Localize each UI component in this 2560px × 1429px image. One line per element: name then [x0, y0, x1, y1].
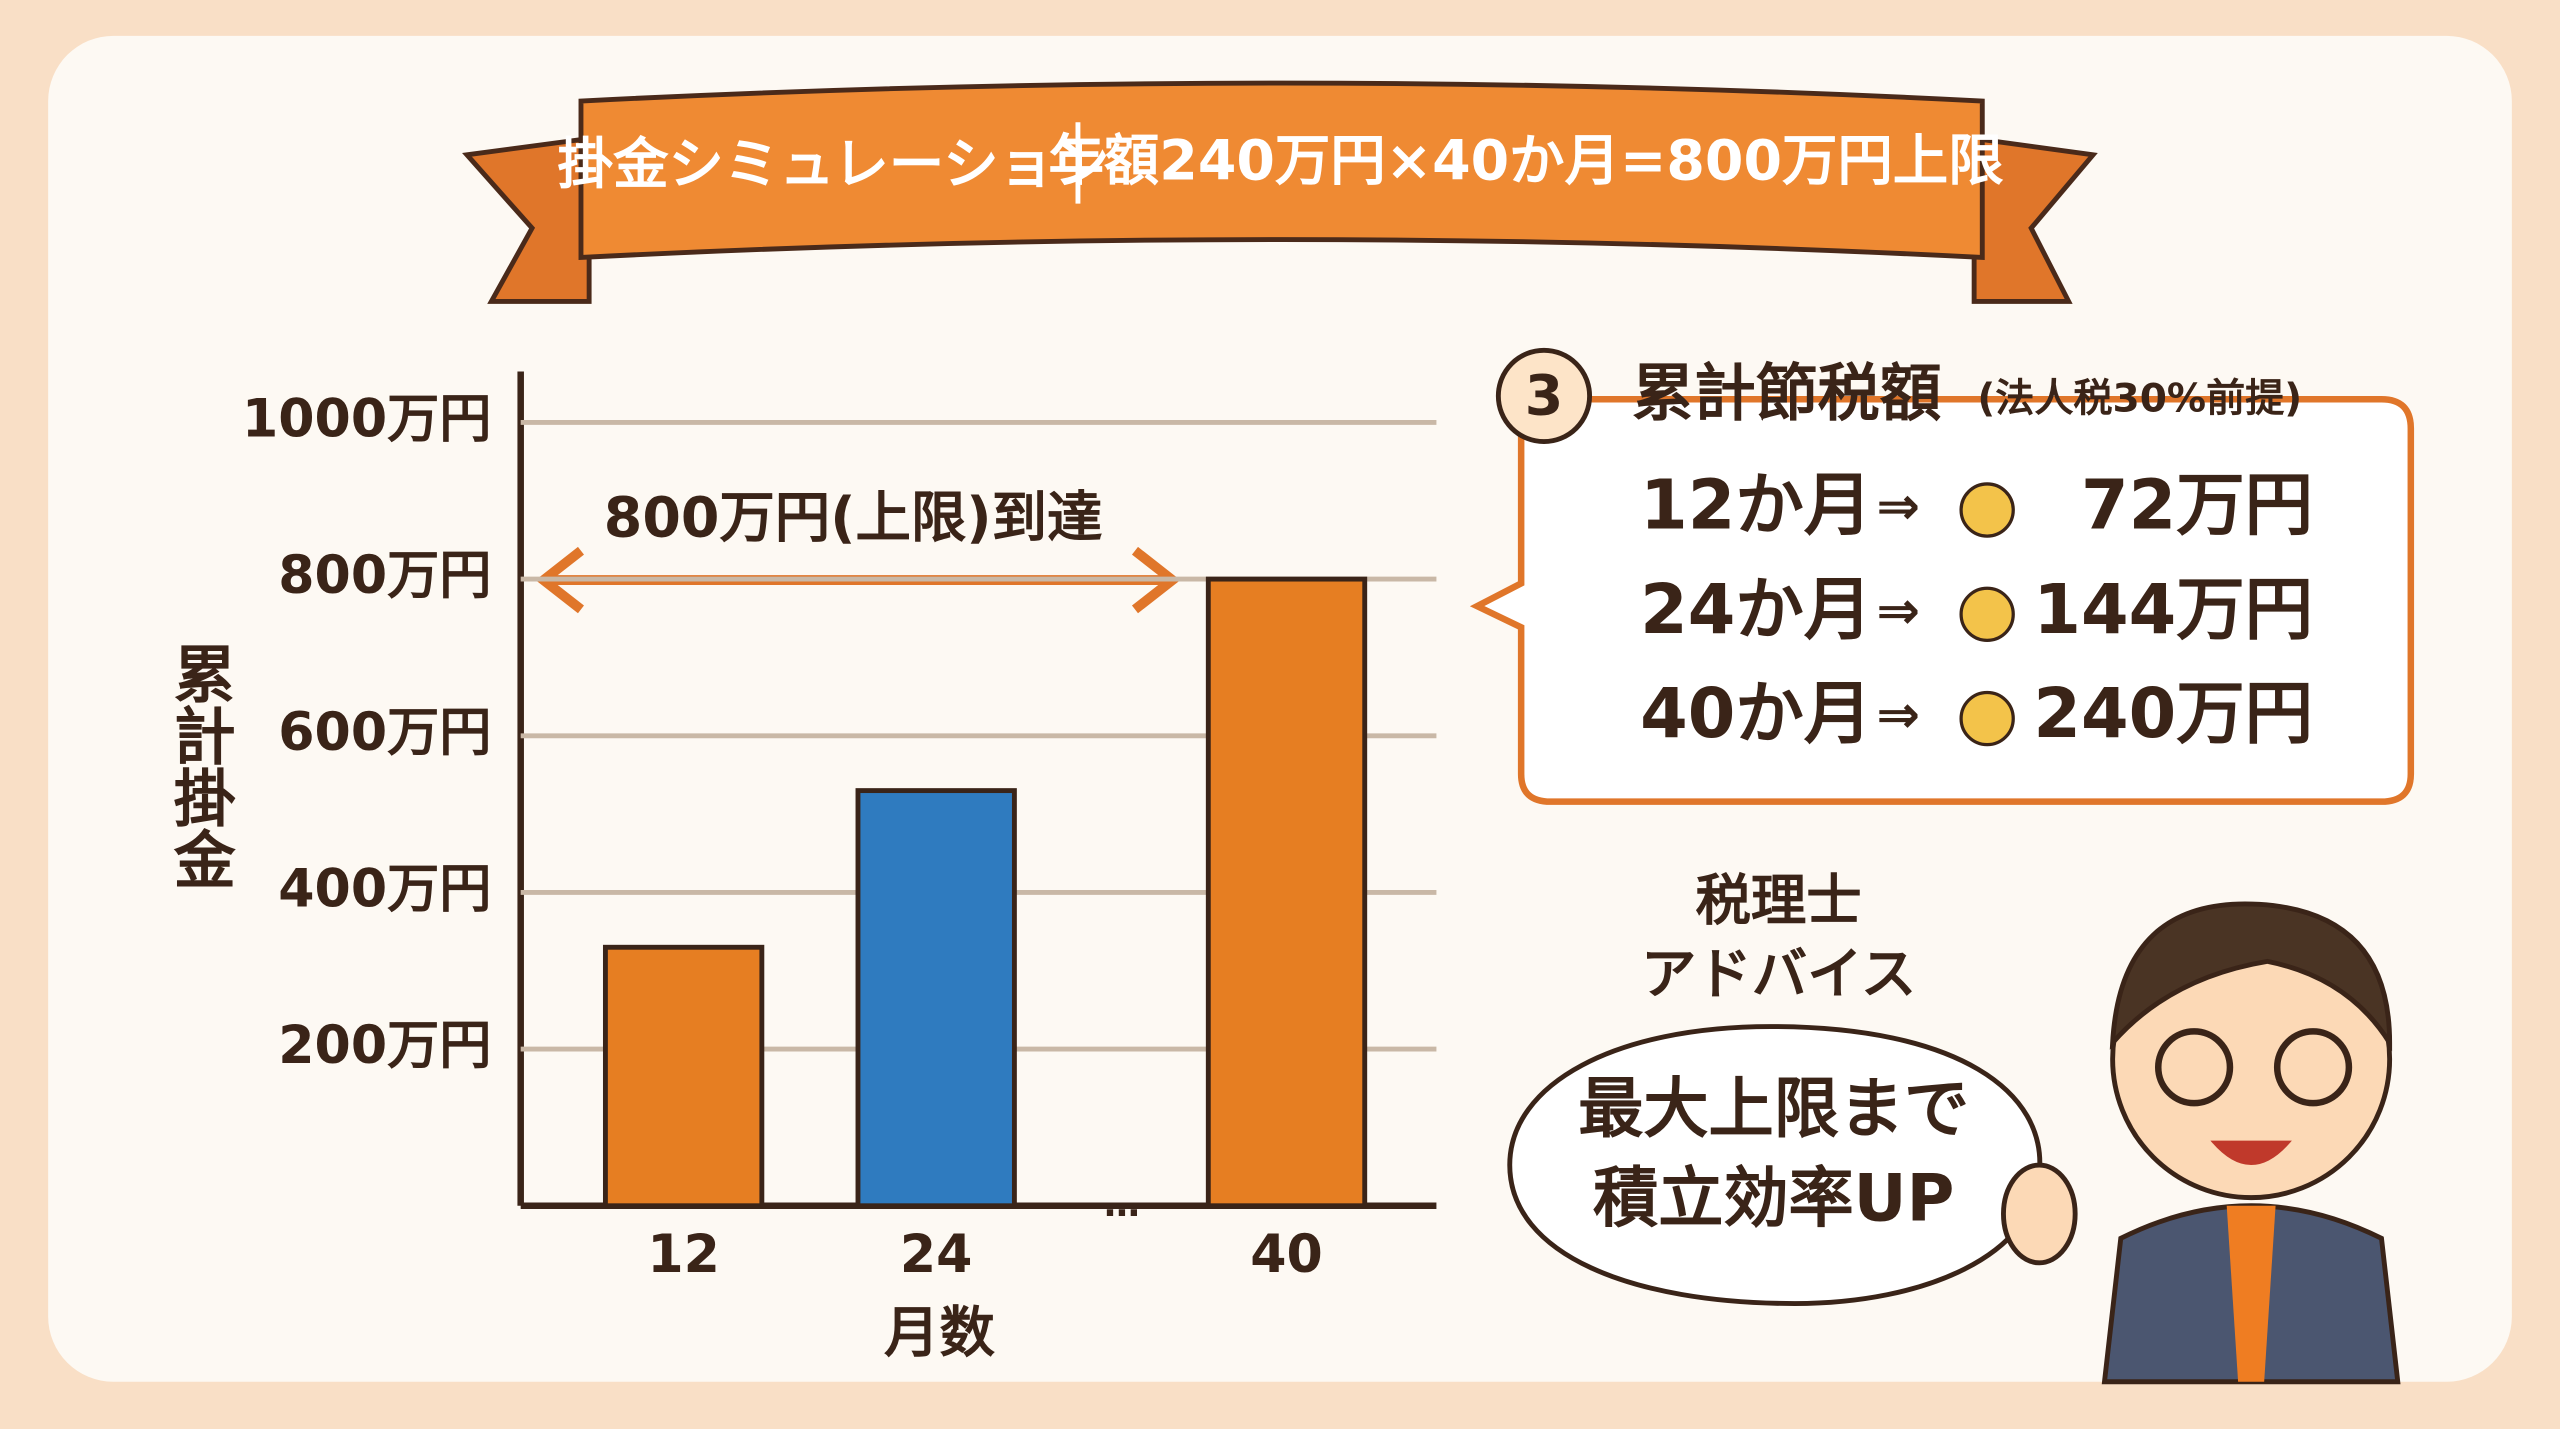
- x-axis-label: 月数: [884, 1301, 995, 1365]
- bubble-line: 積立効率UP: [1593, 1162, 1954, 1237]
- y-tick-label: 1000万円: [242, 389, 491, 449]
- row-arrow: ⇒: [1876, 686, 1920, 746]
- bar: [602, 944, 765, 1209]
- banner-right: 年額240万円×40か月=800万円上限: [1049, 130, 2005, 194]
- y-tick-label: 400万円: [278, 859, 491, 919]
- y-tick-label: 800万円: [278, 546, 491, 606]
- advice-role: 税理士: [1696, 869, 1862, 933]
- bar: [1205, 576, 1368, 1209]
- row-period: 24か月: [1640, 570, 1872, 650]
- row-period: 12か月: [1640, 466, 1872, 546]
- x-tick-label: 24: [900, 1225, 973, 1285]
- bubble-line: 最大上限まで: [1578, 1072, 1969, 1147]
- panel-number: 3: [1525, 364, 1564, 428]
- row-arrow: ⇒: [1876, 477, 1920, 537]
- y-tick-label: 600万円: [278, 703, 491, 763]
- bar: [855, 788, 1017, 1209]
- coin-icon: [1959, 690, 2015, 747]
- coin-icon: [1959, 586, 2015, 642]
- row-amount: 72万円: [2081, 466, 2313, 546]
- x-tick-label: 40: [1250, 1225, 1323, 1285]
- row-amount: 144万円: [2033, 570, 2313, 650]
- advisor: [2001, 901, 2401, 1385]
- coin-icon: [1959, 482, 2015, 538]
- row-amount: 240万円: [2033, 674, 2313, 754]
- y-tick-label: 200万円: [278, 1016, 491, 1076]
- row-period: 40か月: [1640, 674, 1872, 754]
- panel-title: 累計節税額: [1632, 358, 1942, 430]
- y-axis-label: 累計掛金: [163, 642, 237, 890]
- row-arrow: ⇒: [1876, 581, 1920, 641]
- annotation: 800万円(上限)到達: [604, 487, 1103, 551]
- panel-note: (法人税30%前提): [1977, 376, 2302, 421]
- advice: 税理士 アドバイス 最大上限まで 積立効率UP: [1507, 869, 2401, 1385]
- banner-left: 掛金シミュレーション: [558, 133, 1110, 197]
- ellipsis: …: [1104, 1184, 1140, 1225]
- chart: … 累計掛金 月数 800万円(上限)到達 200万円 400万円 600万円 800…: [163, 371, 1437, 1365]
- x-tick-label: 12: [647, 1225, 720, 1285]
- banner: 掛金シミュレーション 年額240万円×40か月=800万円上限: [462, 80, 2098, 304]
- advice-label: アドバイス: [1641, 943, 1916, 1007]
